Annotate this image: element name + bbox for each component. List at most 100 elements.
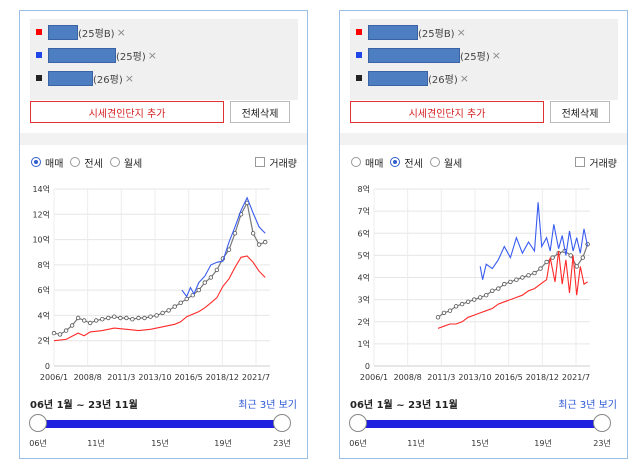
volume-label: 거래량 <box>269 158 297 170</box>
recent-3-years-link[interactable]: 최근 3년 보기 <box>238 400 297 411</box>
remove-icon[interactable]: × <box>116 25 126 39</box>
slider-start-handle[interactable] <box>29 414 47 432</box>
tab-monthly-rent[interactable]: 월세 <box>109 155 143 170</box>
complex-size: (25평B) <box>78 28 115 40</box>
y-tick-label: 2억 <box>38 336 50 346</box>
x-tick-label: 2021/7 <box>562 373 590 382</box>
radio-icon <box>31 157 41 167</box>
data-point <box>465 299 471 304</box>
data-point <box>574 264 579 269</box>
y-tick-label: 8억 <box>358 184 370 194</box>
volume-checkbox[interactable]: 거래량 <box>255 154 297 170</box>
slider-end-handle[interactable] <box>273 414 291 432</box>
radio-icon <box>390 157 401 167</box>
series-line <box>53 255 266 342</box>
recent-3-years-link[interactable]: 최근 3년 보기 <box>558 400 617 411</box>
period-slider[interactable] <box>29 414 291 434</box>
remove-icon[interactable]: × <box>491 48 501 62</box>
color-swatch <box>356 29 362 35</box>
x-tick-label: 2013/10 <box>458 373 491 382</box>
remove-icon[interactable]: × <box>147 48 157 62</box>
redacted-name <box>48 24 78 40</box>
complex-row: (25평B) × <box>356 23 466 41</box>
data-point <box>502 281 507 287</box>
slider-end-handle[interactable] <box>593 414 611 432</box>
slider-tick: 19년 <box>214 439 232 448</box>
trade-type-tabs: 매매 전세 월세 <box>31 154 149 170</box>
data-point <box>453 304 459 309</box>
y-tick-label: 10억 <box>32 235 50 245</box>
slider-tick: 06년 <box>29 439 47 448</box>
data-point <box>514 277 519 282</box>
slider-start-handle[interactable] <box>349 414 367 432</box>
x-tick-label: 2016/5 <box>495 373 523 382</box>
tab-jeonse[interactable]: 전세 <box>70 155 103 170</box>
y-tick-label: 6억 <box>358 228 370 238</box>
x-tick-label: 2008/8 <box>394 373 422 382</box>
radio-icon <box>109 157 120 167</box>
data-point <box>112 314 117 319</box>
series-line <box>181 196 266 298</box>
data-point <box>496 286 501 291</box>
series-line <box>479 202 589 280</box>
complex-row: (26평) × <box>356 69 469 87</box>
data-point <box>136 315 141 321</box>
data-point <box>184 296 189 302</box>
slider-tick: 15년 <box>471 439 489 448</box>
y-tick-label: 8억 <box>38 260 50 270</box>
data-point <box>208 275 214 280</box>
x-tick-label: 2011/3 <box>107 373 135 382</box>
remove-icon[interactable]: × <box>124 71 134 85</box>
remove-icon[interactable]: × <box>459 71 469 85</box>
tab-sale[interactable]: 매매 <box>31 155 63 170</box>
color-swatch <box>36 29 42 35</box>
data-point <box>148 314 153 319</box>
data-point <box>568 253 573 258</box>
data-point <box>490 288 495 293</box>
data-point <box>69 323 75 328</box>
data-point <box>51 330 57 336</box>
complex-size: (26평) <box>428 74 458 86</box>
data-point <box>471 297 477 302</box>
clear-all-button[interactable]: 전체삭제 <box>230 101 290 123</box>
data-point <box>154 313 159 318</box>
slider-tick: 19년 <box>534 439 552 448</box>
y-tick-label: 2억 <box>358 317 370 327</box>
add-complex-button[interactable]: 시세견인단지 추가 <box>350 101 544 123</box>
volume-checkbox[interactable]: 거래량 <box>575 154 617 170</box>
y-tick-label: 3억 <box>358 295 370 305</box>
add-complex-button[interactable]: 시세견인단지 추가 <box>30 101 224 123</box>
price-chart: 14억 12억 10억 8억 6억 4억 2억 0 2006/1 2008/8 2011/3 2013… <box>32 184 270 382</box>
remove-icon[interactable]: × <box>456 25 466 39</box>
data-point <box>580 255 585 260</box>
slider-track <box>358 420 602 428</box>
redacted-name <box>48 70 93 86</box>
y-tick-label: 5억 <box>358 250 370 260</box>
data-point <box>538 266 543 271</box>
tab-sale[interactable]: 매매 <box>351 155 383 170</box>
complex-list: (25평B) × (25평) × (26평) × <box>30 19 298 100</box>
x-tick-label: 2013/10 <box>138 373 171 382</box>
y-tick-label: 7억 <box>358 206 370 216</box>
radio-icon <box>70 157 81 167</box>
divider <box>20 133 307 145</box>
complex-size: (26평) <box>93 74 123 86</box>
tab-label: 전세 <box>84 158 103 170</box>
data-point <box>118 315 123 321</box>
data-point <box>87 320 93 326</box>
data-point <box>172 304 177 309</box>
data-point <box>75 315 81 321</box>
slider-tick: 11년 <box>407 439 425 448</box>
period-slider[interactable] <box>349 414 611 434</box>
color-swatch <box>36 52 42 58</box>
tab-label: 월세 <box>123 158 143 170</box>
complex-row: (25평B) × <box>36 23 126 41</box>
complex-row: (26평) × <box>36 69 134 87</box>
color-swatch <box>356 52 362 58</box>
complex-row: (25평) × <box>36 46 157 64</box>
tab-monthly-rent[interactable]: 월세 <box>429 155 462 170</box>
tab-jeonse[interactable]: 전세 <box>390 155 423 170</box>
data-point <box>130 316 135 322</box>
clear-all-button[interactable]: 전체삭제 <box>550 101 610 123</box>
price-panel-2: (25평B) × (25평) × (26평) × 시세견인단지 추가 전체삭제 … <box>339 10 628 459</box>
